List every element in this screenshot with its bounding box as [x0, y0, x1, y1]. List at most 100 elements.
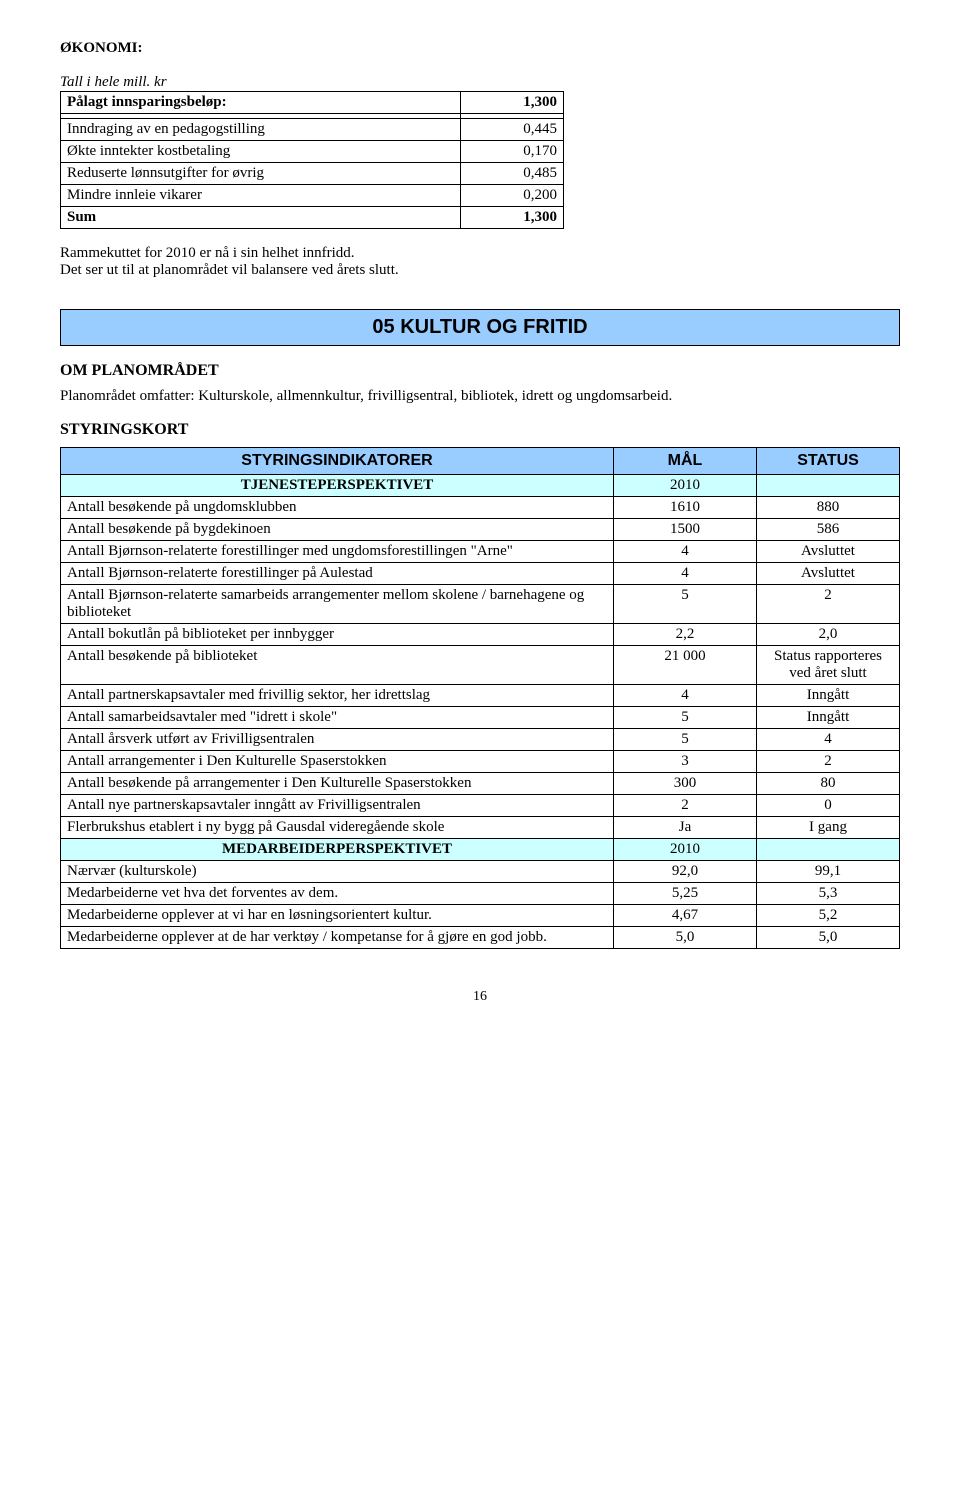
col-target: MÅL [614, 448, 757, 475]
indicator-target: 5 [614, 585, 757, 624]
indicator-status: 4 [757, 729, 900, 751]
indicator-target: 4,67 [614, 905, 757, 927]
indicator-status: Inngått [757, 685, 900, 707]
indicator-label: Antall partnerskapsavtaler med frivillig… [61, 685, 614, 707]
indicator-label: Antall nye partnerskapsavtaler inngått a… [61, 795, 614, 817]
indicator-label: Antall årsverk utført av Frivilligsentra… [61, 729, 614, 751]
table-row: Antall besøkende på ungdomsklubben161088… [61, 497, 900, 519]
indicator-label: Antall besøkende på arrangementer i Den … [61, 773, 614, 795]
indicator-status: 5,0 [757, 927, 900, 949]
table-row: Antall samarbeidsavtaler med "idrett i s… [61, 707, 900, 729]
subsection-label: TJENESTEPERSPEKTIVET [61, 475, 614, 497]
indicator-target: 5 [614, 707, 757, 729]
om-text: Planområdet omfatter: Kulturskole, allme… [60, 388, 900, 405]
subsection-year: 2010 [614, 475, 757, 497]
indicator-status: 5,2 [757, 905, 900, 927]
subsection-year: 2010 [614, 839, 757, 861]
table-row: Antall arrangementer i Den Kulturelle Sp… [61, 751, 900, 773]
table-row: Inndraging av en pedagogstilling0,445 [61, 119, 564, 141]
econ-label: Pålagt innsparingsbeløp: [61, 92, 461, 114]
indicator-target: Ja [614, 817, 757, 839]
indicator-label: Nærvær (kulturskole) [61, 861, 614, 883]
indicator-target: 3 [614, 751, 757, 773]
indicator-status: 880 [757, 497, 900, 519]
table-row: Antall besøkende på bygdekinoen1500586 [61, 519, 900, 541]
indicator-target: 92,0 [614, 861, 757, 883]
table-row: Antall bokutlån på biblioteket per innby… [61, 624, 900, 646]
econ-label: Sum [61, 207, 461, 229]
table-row: Antall besøkende på biblioteket21 000Sta… [61, 646, 900, 685]
indicator-target: 5 [614, 729, 757, 751]
subsection-label: MEDARBEIDERPERSPEKTIVET [61, 839, 614, 861]
econ-label: Mindre innleie vikarer [61, 185, 461, 207]
indicator-target: 2 [614, 795, 757, 817]
subsection-row: TJENESTEPERSPEKTIVET 2010 [61, 475, 900, 497]
economy-heading: ØKONOMI: [60, 40, 900, 57]
om-heading: OM PLANOMRÅDET [60, 362, 900, 380]
indicator-target: 300 [614, 773, 757, 795]
subsection-empty [757, 475, 900, 497]
styringskort-heading: STYRINGSKORT [60, 421, 900, 439]
indicator-target: 5,0 [614, 927, 757, 949]
col-indicator: STYRINGSINDIKATORER [61, 448, 614, 475]
indicator-status: 2 [757, 585, 900, 624]
table-row: Antall Bjørnson-relaterte forestillinger… [61, 541, 900, 563]
table-row: Reduserte lønnsutgifter for øvrig0,485 [61, 163, 564, 185]
indicator-label: Antall samarbeidsavtaler med "idrett i s… [61, 707, 614, 729]
indicator-status: Status rapporteres ved året slutt [757, 646, 900, 685]
page-number: 16 [60, 989, 900, 1005]
indicator-status: I gang [757, 817, 900, 839]
indicator-status: 0 [757, 795, 900, 817]
indicator-status: 99,1 [757, 861, 900, 883]
econ-value: 0,485 [461, 163, 564, 185]
indicator-label: Antall arrangementer i Den Kulturelle Sp… [61, 751, 614, 773]
economy-table: Pålagt innsparingsbeløp:1,300Inndraging … [60, 91, 564, 229]
econ-value: 1,300 [461, 92, 564, 114]
indicator-target: 4 [614, 563, 757, 585]
table-row: Antall Bjørnson-relaterte samarbeids arr… [61, 585, 900, 624]
indicator-status: Avsluttet [757, 541, 900, 563]
table-row: Antall besøkende på arrangementer i Den … [61, 773, 900, 795]
indicator-label: Antall Bjørnson-relaterte forestillinger… [61, 563, 614, 585]
indicator-label: Antall besøkende på ungdomsklubben [61, 497, 614, 519]
table-row: Medarbeiderne opplever at de har verktøy… [61, 927, 900, 949]
econ-value: 0,445 [461, 119, 564, 141]
table-row: Medarbeiderne opplever at vi har en løsn… [61, 905, 900, 927]
indicator-label: Antall besøkende på bygdekinoen [61, 519, 614, 541]
table-row: Sum1,300 [61, 207, 564, 229]
indicator-label: Medarbeiderne vet hva det forventes av d… [61, 883, 614, 905]
econ-label: Inndraging av en pedagogstilling [61, 119, 461, 141]
indicator-status: Inngått [757, 707, 900, 729]
subsection-empty [757, 839, 900, 861]
table-row: Pålagt innsparingsbeløp:1,300 [61, 92, 564, 114]
indicator-status: 2,0 [757, 624, 900, 646]
table-row: Antall nye partnerskapsavtaler inngått a… [61, 795, 900, 817]
indicator-status: 586 [757, 519, 900, 541]
indicator-header-row: STYRINGSINDIKATORER MÅL STATUS [61, 448, 900, 475]
indicator-label: Antall Bjørnson-relaterte forestillinger… [61, 541, 614, 563]
col-status: STATUS [757, 448, 900, 475]
indicator-status: Avsluttet [757, 563, 900, 585]
econ-label: Økte inntekter kostbetaling [61, 141, 461, 163]
indicator-label: Flerbrukshus etablert i ny bygg på Gausd… [61, 817, 614, 839]
table-row: Medarbeiderne vet hva det forventes av d… [61, 883, 900, 905]
indicator-label: Antall Bjørnson-relaterte samarbeids arr… [61, 585, 614, 624]
table-row: Nærvær (kulturskole)92,099,1 [61, 861, 900, 883]
table-row: Økte inntekter kostbetaling0,170 [61, 141, 564, 163]
indicator-table: STYRINGSINDIKATORER MÅL STATUS TJENESTEP… [60, 447, 900, 949]
table-row: Antall årsverk utført av Frivilligsentra… [61, 729, 900, 751]
indicator-status: 5,3 [757, 883, 900, 905]
indicator-target: 1500 [614, 519, 757, 541]
indicator-status: 80 [757, 773, 900, 795]
indicator-target: 21 000 [614, 646, 757, 685]
table-row: Flerbrukshus etablert i ny bygg på Gausd… [61, 817, 900, 839]
econ-value: 1,300 [461, 207, 564, 229]
indicator-status: 2 [757, 751, 900, 773]
indicator-label: Medarbeiderne opplever at vi har en løsn… [61, 905, 614, 927]
table-row: Mindre innleie vikarer0,200 [61, 185, 564, 207]
subsection-row: MEDARBEIDERPERSPEKTIVET 2010 [61, 839, 900, 861]
indicator-target: 4 [614, 541, 757, 563]
indicator-label: Medarbeiderne opplever at de har verktøy… [61, 927, 614, 949]
section-header: 05 KULTUR OG FRITID [60, 309, 900, 346]
economy-paragraph: Rammekuttet for 2010 er nå i sin helhet … [60, 245, 900, 279]
